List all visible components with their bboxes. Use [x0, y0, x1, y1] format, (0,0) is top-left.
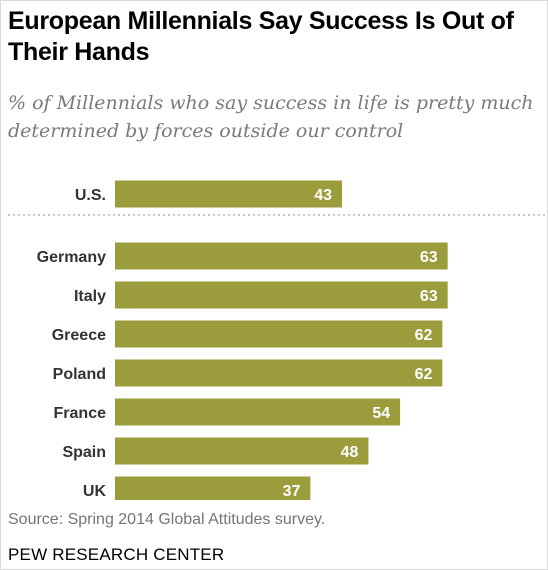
brand-footer: PEW RESEARCH CENTER — [8, 545, 225, 564]
category-label-uk: UK — [83, 483, 107, 500]
bar-row-germany: Germany 63 — [37, 242, 448, 270]
category-label-spain: Spain — [62, 444, 106, 461]
bar-chart: U.S. 43 Germany 63 Italy 63 Greece 62 Poland 62 Fr… — [8, 180, 548, 500]
bar-germany — [115, 242, 448, 270]
source-note: Source: Spring 2014 Global Attitudes sur… — [8, 511, 326, 528]
bar-uk — [115, 476, 311, 500]
bar-row-italy: Italy 63 — [74, 281, 448, 309]
value-label-france: 54 — [372, 405, 390, 422]
category-label-italy: Italy — [74, 288, 106, 305]
chart-subtitle: % of Millennials who say success in life… — [8, 92, 534, 142]
bar-row-greece: Greece 62 — [52, 320, 443, 348]
bar-row-spain: Spain 48 — [62, 437, 369, 465]
bar-france — [115, 398, 401, 426]
bar-italy — [115, 281, 448, 309]
value-label-spain: 48 — [341, 444, 359, 461]
value-label-germany: 63 — [420, 249, 438, 266]
bar-u-s — [115, 180, 343, 208]
bar-row-u-s: U.S. 43 — [75, 180, 343, 208]
bar-greece — [115, 320, 443, 348]
category-label-u-s: U.S. — [75, 187, 106, 204]
bar-poland — [115, 359, 443, 387]
bar-spain — [115, 437, 369, 465]
bar-row-poland: Poland 62 — [53, 359, 443, 387]
chart-title: European Millennials Say Success Is Out … — [8, 7, 514, 66]
value-label-poland: 62 — [415, 366, 433, 383]
value-label-u-s: 43 — [314, 187, 332, 204]
category-label-greece: Greece — [52, 327, 106, 344]
bar-row-uk: UK 37 — [83, 476, 311, 500]
value-label-greece: 62 — [415, 327, 433, 344]
category-label-germany: Germany — [37, 249, 106, 266]
bar-row-france: France 54 — [54, 398, 401, 426]
category-label-poland: Poland — [53, 366, 106, 383]
value-label-uk: 37 — [283, 483, 301, 500]
category-label-france: France — [54, 405, 107, 422]
value-label-italy: 63 — [420, 288, 438, 305]
